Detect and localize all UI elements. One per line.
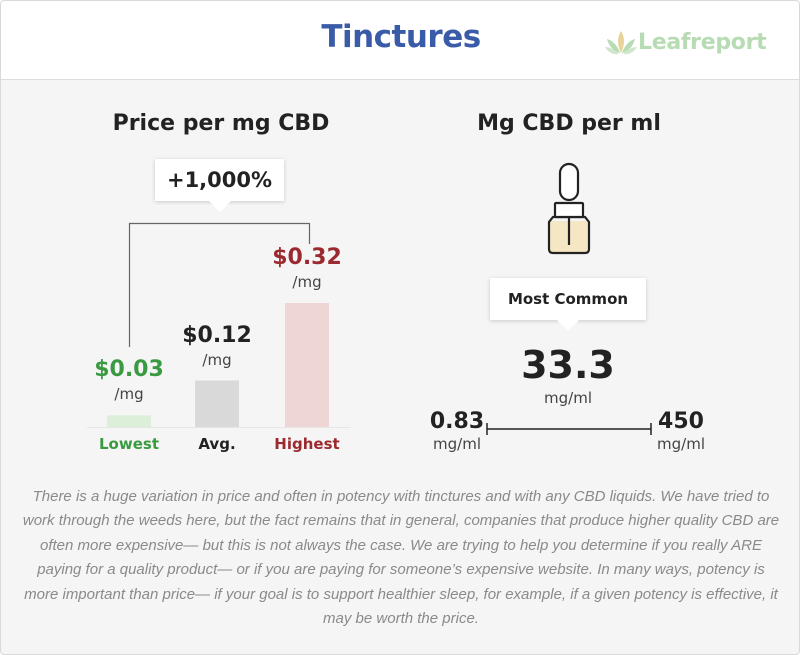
potency-range-line xyxy=(486,423,652,435)
unit-label-lowest: /mg xyxy=(114,385,144,404)
unit-label-avg: /mg xyxy=(202,350,232,369)
leaf-left xyxy=(607,39,620,53)
bar-avg xyxy=(195,380,239,427)
range-max-value: 450 xyxy=(658,409,704,434)
category-label-highest: Highest xyxy=(274,435,340,453)
range-min-unit: mg/ml xyxy=(433,435,481,453)
bottle-body xyxy=(547,215,591,255)
leaf-center xyxy=(618,31,624,53)
most-common-value: 33.3 xyxy=(521,343,615,387)
bar-highest xyxy=(285,303,329,427)
potency-panel-title: Mg CBD per ml xyxy=(477,111,661,136)
comparison-bracket xyxy=(128,222,311,347)
leaf-far-left xyxy=(605,47,619,55)
value-label-avg: $0.12 xyxy=(182,322,252,348)
logo-text: Leafreport xyxy=(638,30,767,55)
description-text: There is a huge variation in price and o… xyxy=(22,488,780,628)
unit-label-highest: /mg xyxy=(292,273,322,291)
value-label-lowest: $0.03 xyxy=(94,357,164,383)
dropper-bottle-icon xyxy=(547,162,591,255)
most-common-callout: Most Common xyxy=(490,278,646,331)
leaf-far-right xyxy=(623,47,637,55)
category-label-avg: Avg. xyxy=(198,435,236,453)
bar-lowest xyxy=(107,415,151,427)
price-increase-callout: +1,000% xyxy=(155,159,284,212)
leaf-right xyxy=(622,39,635,53)
bottle-neck xyxy=(553,201,585,219)
page-title: Tinctures xyxy=(321,19,481,55)
range-min-value: 0.83 xyxy=(429,409,485,434)
category-label-lowest: Lowest xyxy=(99,435,159,453)
value-label-highest: $0.32 xyxy=(272,245,342,270)
price-panel-title: Price per mg CBD xyxy=(112,111,330,136)
header-bar: Tinctures Leafreport xyxy=(1,1,799,80)
most-common-unit: mg/ml xyxy=(544,389,592,407)
leaf-logo-icon xyxy=(605,31,637,55)
dropper-bulb xyxy=(558,162,580,202)
range-max-unit: mg/ml xyxy=(657,435,705,453)
